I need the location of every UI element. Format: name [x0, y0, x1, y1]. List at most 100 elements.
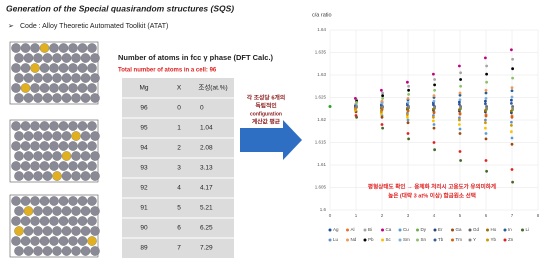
point	[381, 105, 384, 109]
atom	[20, 196, 31, 206]
point	[433, 88, 436, 92]
atom	[30, 236, 40, 246]
atom	[11, 141, 21, 151]
chart-annotation: 평형상태도 확인 → 용체화 처리시 고용도가 유의미하게	[368, 182, 496, 190]
point	[484, 137, 488, 141]
point	[406, 113, 409, 116]
atom	[71, 73, 81, 83]
atom	[71, 151, 81, 161]
atom	[71, 246, 81, 256]
atom	[30, 141, 40, 151]
atom	[49, 63, 59, 73]
point	[380, 88, 383, 92]
atom	[71, 206, 81, 216]
atom	[11, 43, 21, 53]
legend-label: Sn	[421, 237, 427, 242]
point	[484, 126, 487, 130]
atom	[52, 171, 62, 181]
atom	[14, 131, 24, 141]
atom	[23, 246, 34, 256]
table-cell: 1.04	[200, 125, 213, 132]
table-cell: 93	[140, 165, 148, 172]
atom	[20, 43, 31, 53]
table-bg	[122, 78, 234, 258]
atom	[52, 226, 62, 236]
point	[484, 159, 488, 162]
atom	[42, 246, 53, 256]
point	[354, 114, 358, 117]
legend-label: Ga	[456, 227, 463, 232]
atom	[33, 226, 43, 236]
point	[458, 116, 461, 120]
point	[406, 97, 410, 100]
atom	[58, 121, 69, 131]
crystal-cell	[9, 41, 99, 105]
atom	[61, 171, 72, 181]
legend-marker	[381, 238, 384, 242]
crystal-cell	[9, 119, 99, 183]
atom	[20, 63, 31, 73]
chart-annotation: 높은 (대략 3 at% 이상) 합금원소 선택	[388, 191, 476, 199]
atom	[52, 246, 62, 256]
point	[484, 56, 487, 60]
bullet-text: Code : Alloy Theoretic Automated Toolkit…	[20, 23, 168, 30]
table-cell: 2.08	[200, 145, 213, 152]
note-line: configuration	[250, 111, 282, 117]
legend-label: Pb	[368, 237, 374, 242]
atom	[20, 121, 31, 131]
atom	[14, 246, 24, 256]
atom	[30, 63, 40, 73]
atom	[33, 73, 43, 83]
table-header: X	[177, 85, 182, 92]
legend-marker	[346, 238, 349, 242]
y-tick-label: 1.625	[315, 95, 327, 100]
atom	[23, 73, 34, 83]
atom	[14, 206, 24, 216]
table-cell: 1	[177, 125, 181, 132]
point	[458, 64, 461, 68]
atom	[80, 151, 91, 161]
x-tick-label: 1	[355, 213, 358, 218]
point	[485, 106, 488, 110]
point	[406, 118, 410, 122]
point	[459, 159, 462, 162]
point	[407, 88, 410, 92]
legend-marker	[451, 238, 454, 242]
y-tick-label: 1.61	[317, 162, 326, 167]
point	[485, 80, 488, 84]
legend-label: Zn	[508, 237, 514, 242]
atom	[39, 196, 50, 206]
point	[432, 103, 435, 107]
atom	[49, 121, 59, 131]
point	[458, 112, 462, 116]
atom	[20, 83, 31, 93]
point	[485, 72, 488, 76]
atom	[68, 43, 78, 53]
atom	[49, 196, 59, 206]
atom	[11, 236, 21, 246]
legend-marker	[363, 228, 367, 232]
point	[458, 118, 461, 122]
legend-marker	[433, 238, 437, 242]
table-cell: 3.13	[200, 165, 213, 172]
point	[432, 94, 436, 98]
atom	[61, 151, 72, 161]
atom	[30, 161, 40, 171]
point	[354, 107, 357, 111]
table: Mg X 조성(at.%) 96 0 0 95 1 1.04 94 2 2.08 93 3 3.13 92 4 4…	[122, 78, 234, 258]
atom	[68, 121, 78, 131]
atom	[90, 206, 100, 216]
table-header: Mg	[139, 85, 148, 92]
atom	[14, 151, 24, 161]
atom	[39, 141, 50, 151]
atom	[77, 63, 88, 73]
atom	[52, 151, 62, 161]
table-cell: 96	[140, 105, 148, 112]
atom	[80, 131, 91, 141]
atom	[58, 63, 69, 73]
atom	[30, 43, 40, 53]
atom	[87, 63, 97, 73]
legend-marker	[346, 228, 349, 232]
point	[484, 114, 488, 118]
atom	[20, 216, 31, 226]
